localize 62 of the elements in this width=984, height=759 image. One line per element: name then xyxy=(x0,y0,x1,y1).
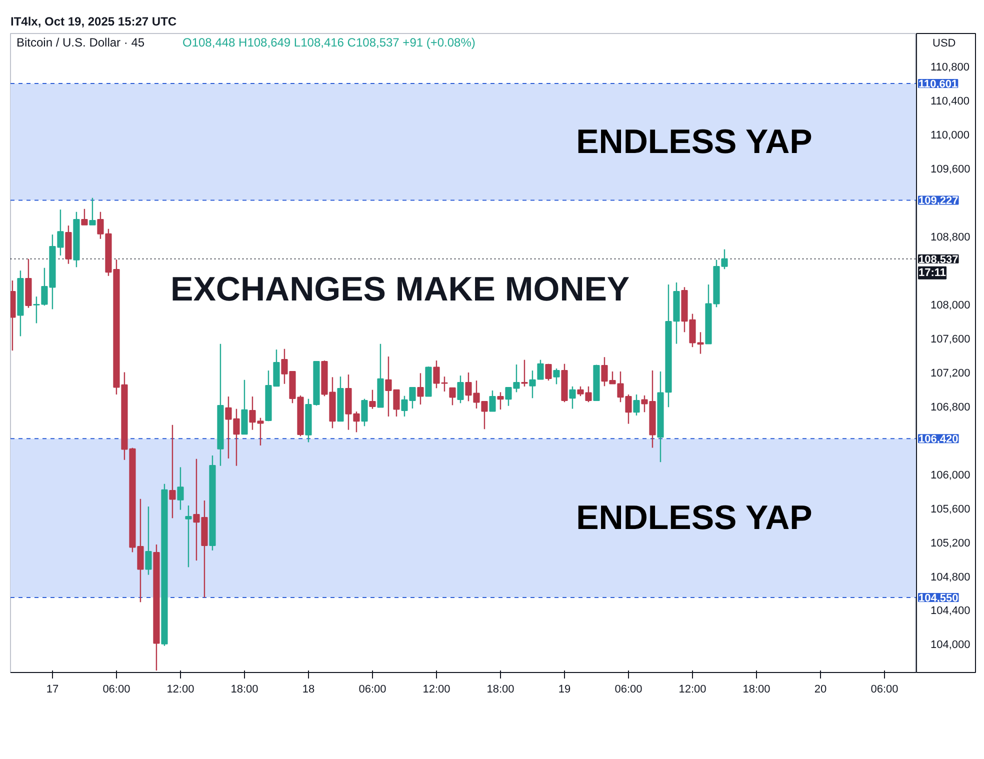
chart-subtitle: O108,448 H108,649 L108,416 C108,537 +91 (+0.08%) xyxy=(182,36,476,50)
band-label: ENDLESS YAP xyxy=(576,122,812,161)
candlestick xyxy=(553,368,560,385)
band-label: ENDLESS YAP xyxy=(576,499,812,538)
y-tick-label: 106,000 xyxy=(930,469,970,482)
candlestick xyxy=(545,363,552,382)
candlestick xyxy=(89,197,96,226)
annotation: EXCHANGES MAKE MONEY xyxy=(170,270,630,308)
y-tick-label: 106,800 xyxy=(930,401,970,414)
candlestick xyxy=(81,208,88,226)
candlestick xyxy=(185,504,192,568)
candlestick xyxy=(177,466,184,510)
x-tick-label: 06:00 xyxy=(870,684,898,696)
candlestick xyxy=(145,506,152,576)
x-tick-label: 06:00 xyxy=(614,684,642,696)
candlestick xyxy=(417,372,424,406)
x-tick-label: 12:00 xyxy=(678,684,706,696)
ref-line-label: 108,537 xyxy=(918,254,958,266)
x-tick-label: 18:00 xyxy=(486,684,514,696)
text: IT4lx, Oct 19, 2025 15:27 UTC xyxy=(10,14,177,28)
y-tick-label: 110,400 xyxy=(930,96,970,108)
y-tick-label: 107,600 xyxy=(930,333,970,346)
candlestick xyxy=(489,390,496,412)
candlestick xyxy=(457,374,464,404)
ref-line-label: 104,550 xyxy=(918,592,958,604)
candlestick xyxy=(361,398,368,427)
x-tick-label: 12:00 xyxy=(422,684,450,696)
y-tick-label: 109,600 xyxy=(930,164,970,176)
y-tick-label: 105,600 xyxy=(930,503,970,516)
y-axis-title: USD xyxy=(932,38,956,50)
ref-line-label: 109,227 xyxy=(918,195,958,208)
x-tick-label: 19 xyxy=(558,684,571,696)
text: 17:11 xyxy=(918,266,946,279)
ref-line-label: 106,420 xyxy=(918,434,958,446)
y-tick-label: 108,800 xyxy=(930,232,970,244)
chart-title: Bitcoin / U.S. Dollar · 45 xyxy=(16,36,145,50)
y-tick-label: 108,000 xyxy=(930,299,970,312)
candlestick xyxy=(569,386,576,410)
candlestick xyxy=(633,394,640,416)
x-tick-label: 06:00 xyxy=(358,684,386,696)
x-tick-label: 18:00 xyxy=(742,684,770,696)
y-tick-label: 110,000 xyxy=(930,130,970,142)
ref-line-label: 110,601 xyxy=(918,78,958,91)
candlestick xyxy=(529,370,536,399)
x-tick-label: 17 xyxy=(46,684,59,696)
candlestick xyxy=(169,424,176,519)
x-tick-label: 12:00 xyxy=(166,684,194,696)
y-tick-label: 107,200 xyxy=(930,367,970,380)
candlestick xyxy=(537,359,544,380)
x-tick-label: 06:00 xyxy=(102,684,130,696)
y-tick-label: 104,800 xyxy=(930,571,970,584)
x-tick-label: 18:00 xyxy=(230,684,258,696)
x-tick-label: 20 xyxy=(814,684,827,696)
y-tick-label: 104,000 xyxy=(930,639,970,652)
candlestick xyxy=(369,389,376,410)
y-tick-label: 105,200 xyxy=(930,537,970,550)
x-tick-label: 18 xyxy=(302,684,315,696)
candlestick xyxy=(497,392,504,410)
candlestick xyxy=(449,387,456,406)
candlestick xyxy=(521,359,528,388)
y-tick-label: 104,400 xyxy=(930,605,970,618)
y-tick-label: 110,800 xyxy=(930,62,970,74)
